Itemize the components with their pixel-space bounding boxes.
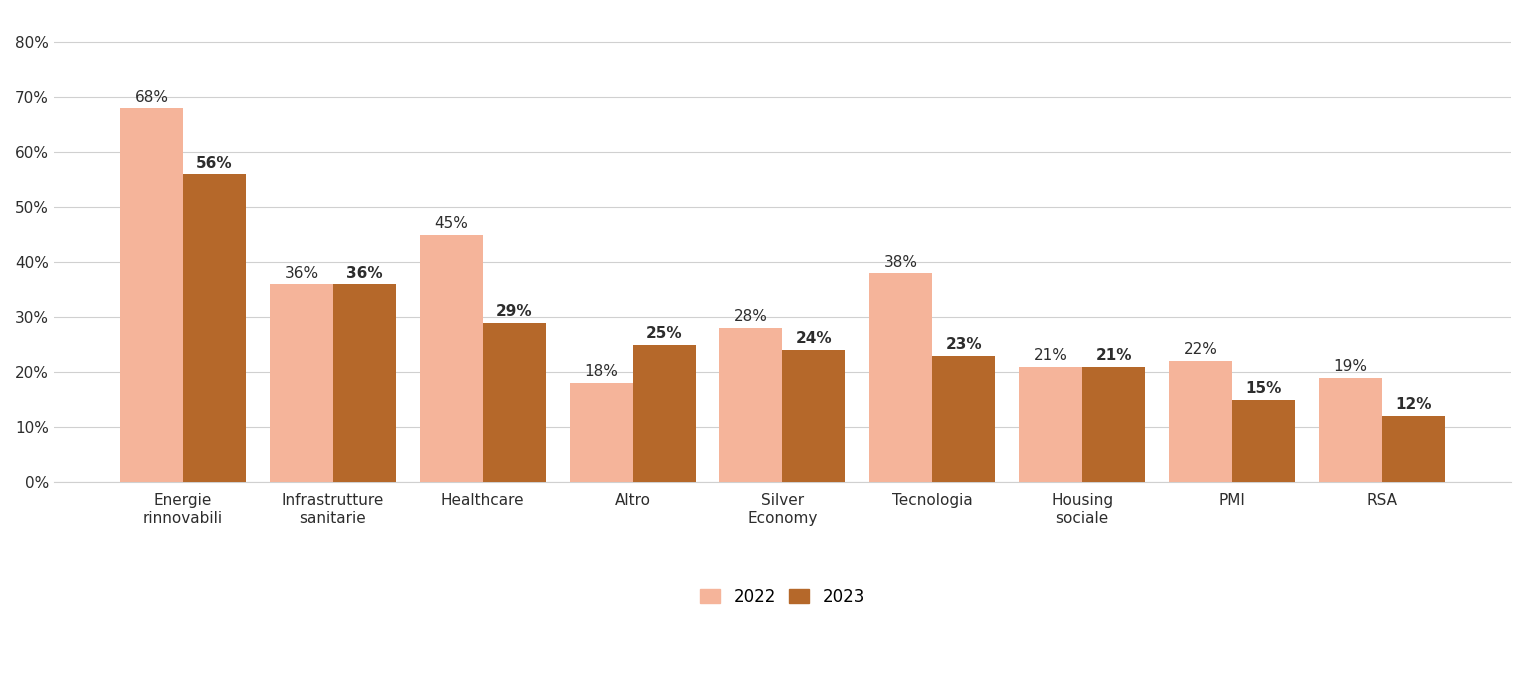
Bar <box>633 345 696 482</box>
Text: 36%: 36% <box>284 265 319 281</box>
Text: 22%: 22% <box>1184 343 1218 358</box>
Text: 18%: 18% <box>584 364 618 379</box>
Legend: 2022, 2023: 2022, 2023 <box>691 579 873 614</box>
Text: 21%: 21% <box>1096 348 1132 363</box>
Bar <box>1383 416 1445 482</box>
Bar <box>783 350 845 482</box>
Text: 23%: 23% <box>946 337 983 352</box>
Text: 29%: 29% <box>496 304 533 319</box>
Bar <box>1169 361 1231 482</box>
Bar <box>482 323 546 482</box>
Bar <box>1231 400 1296 482</box>
Text: 28%: 28% <box>734 309 768 324</box>
Text: 12%: 12% <box>1395 397 1431 413</box>
Bar <box>270 284 333 482</box>
Bar <box>932 356 995 482</box>
Text: 15%: 15% <box>1245 381 1282 396</box>
Text: 36%: 36% <box>346 265 383 281</box>
Bar <box>1082 367 1144 482</box>
Text: 45%: 45% <box>435 216 468 231</box>
Bar <box>420 235 482 482</box>
Text: 68%: 68% <box>134 90 168 105</box>
Bar <box>719 328 783 482</box>
Text: 24%: 24% <box>795 331 832 347</box>
Bar <box>1318 378 1383 482</box>
Text: 21%: 21% <box>1033 348 1068 363</box>
Bar <box>870 273 932 482</box>
Bar <box>183 174 246 482</box>
Bar <box>1019 367 1082 482</box>
Text: 38%: 38% <box>884 254 917 269</box>
Text: 25%: 25% <box>645 326 682 341</box>
Bar <box>569 384 633 482</box>
Bar <box>121 108 183 482</box>
Text: 56%: 56% <box>197 156 233 171</box>
Text: 19%: 19% <box>1334 359 1367 374</box>
Bar <box>333 284 395 482</box>
